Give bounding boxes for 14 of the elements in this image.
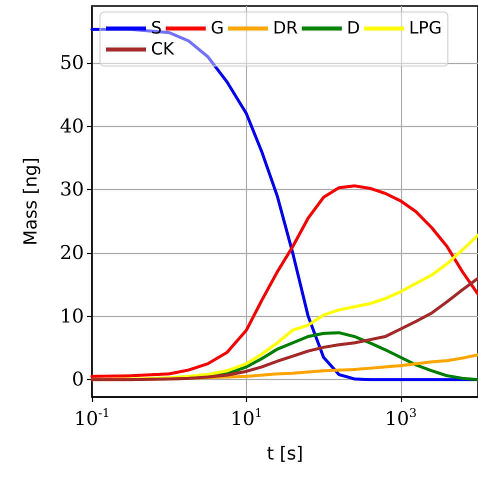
y-tick-label: 50 [60, 52, 84, 74]
legend-label: LPG [408, 18, 442, 38]
y-tick-label: 30 [60, 178, 84, 201]
legend-label: DR [272, 18, 298, 38]
legend-label: CK [151, 40, 175, 60]
legend-label: G [210, 18, 224, 38]
y-tick-label: 40 [60, 115, 84, 138]
y-axis-title: Mass [ng] [20, 158, 42, 246]
x-axis-title: t [s] [266, 444, 304, 464]
legend-label: S [151, 18, 162, 38]
legend-label: D [346, 18, 360, 38]
y-tick-label: 20 [60, 242, 84, 264]
y-tick-label: 10 [60, 305, 84, 328]
y-tick-label: 0 [72, 368, 84, 391]
